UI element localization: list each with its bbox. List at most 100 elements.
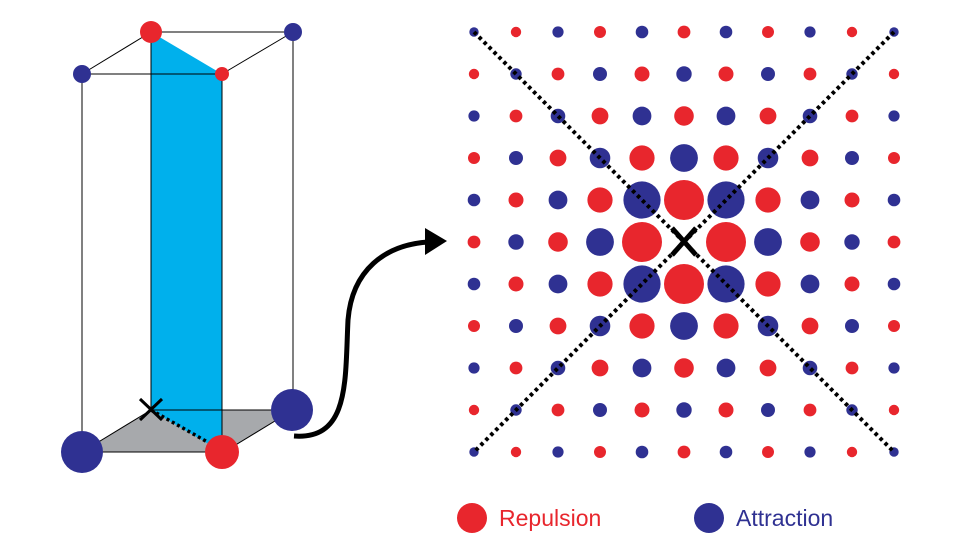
attraction-dot	[550, 360, 566, 376]
attraction-dot	[548, 190, 568, 210]
repulsion-dot	[468, 404, 480, 416]
attraction-dot	[670, 144, 698, 172]
attraction-dot	[845, 319, 859, 333]
attraction-dot	[804, 446, 816, 458]
repulsion-dot	[468, 152, 480, 164]
atom-top-back-right	[284, 23, 302, 41]
repulsion-dot	[755, 187, 781, 213]
repulsion-dot	[664, 180, 704, 220]
diagonal-plane	[151, 32, 222, 452]
repulsion-dot	[664, 264, 704, 304]
attraction-dot	[632, 106, 652, 126]
repulsion-dot	[706, 222, 746, 262]
attraction-dot	[716, 358, 736, 378]
attraction-dot	[508, 234, 524, 250]
repulsion-dot	[801, 149, 819, 167]
repulsion-dot	[629, 313, 655, 339]
repulsion-dot	[888, 404, 900, 416]
attraction-dot	[888, 362, 900, 374]
cell-x-mark	[138, 397, 164, 422]
attraction-dot	[802, 360, 818, 376]
attraction-dot	[552, 26, 564, 38]
repulsion-dot	[622, 222, 662, 262]
attraction-label: Attraction	[736, 505, 834, 531]
attraction-dot	[676, 402, 692, 418]
repulsion-dot	[755, 271, 781, 297]
repulsion-dot	[677, 25, 691, 39]
repulsion-dot	[594, 26, 606, 38]
base-diagonal-dotted	[150, 408, 219, 450]
attraction-dot	[593, 403, 607, 417]
attraction-dot	[754, 228, 782, 256]
legend-repulsion: Repulsion	[457, 503, 601, 533]
repulsion-dot	[591, 359, 609, 377]
repulsion-dot	[509, 361, 523, 375]
attraction-dot	[548, 274, 568, 294]
attraction-dot	[719, 445, 733, 459]
atom-bottom-front-right	[205, 435, 239, 469]
attraction-dot	[468, 362, 480, 374]
repulsion-dot	[888, 68, 900, 80]
attraction-dot	[467, 193, 481, 207]
attraction-dot	[761, 403, 775, 417]
legend-attraction: Attraction	[694, 503, 833, 533]
attraction-dot	[676, 66, 692, 82]
repulsion-dot	[634, 66, 650, 82]
repulsion-dot	[801, 317, 819, 335]
arrow-head	[425, 228, 447, 255]
atom-top-back-left	[140, 21, 162, 43]
repulsion-dot	[674, 358, 694, 378]
repulsion-dot	[468, 68, 480, 80]
repulsion-dot	[846, 26, 858, 38]
repulsion-dot	[587, 187, 613, 213]
repulsion-dot	[510, 26, 522, 38]
attraction-dot	[509, 319, 523, 333]
attraction-dot	[467, 277, 481, 291]
repulsion-label: Repulsion	[499, 505, 602, 531]
repulsion-dot	[762, 26, 774, 38]
repulsion-dot	[674, 106, 694, 126]
repulsion-dot	[718, 402, 734, 418]
attraction-dot	[761, 67, 775, 81]
attraction-dot	[586, 228, 614, 256]
attraction-dot	[800, 274, 820, 294]
attraction-dot	[800, 190, 820, 210]
repulsion-dot	[845, 361, 859, 375]
repulsion-dot	[800, 232, 820, 252]
repulsion-swatch	[457, 503, 487, 533]
curved-arrow	[293, 228, 447, 439]
attraction-dot	[670, 312, 698, 340]
repulsion-dot	[759, 107, 777, 125]
repulsion-dot	[845, 109, 859, 123]
repulsion-dot	[713, 145, 739, 171]
unit-cell	[61, 21, 313, 473]
lattice-dots	[467, 25, 901, 459]
repulsion-dot	[509, 109, 523, 123]
repulsion-dot	[594, 446, 606, 458]
attraction-dot	[593, 67, 607, 81]
repulsion-dot	[887, 235, 901, 249]
attraction-dot	[468, 110, 480, 122]
repulsion-dot	[844, 192, 860, 208]
repulsion-dot	[888, 320, 900, 332]
repulsion-dot	[803, 403, 817, 417]
attraction-dot	[635, 445, 649, 459]
repulsion-dot	[549, 149, 567, 167]
repulsion-dot	[549, 317, 567, 335]
attraction-dot	[552, 446, 564, 458]
attraction-dot	[632, 358, 652, 378]
repulsion-dot	[629, 145, 655, 171]
attraction-dot	[845, 151, 859, 165]
repulsion-dot	[548, 232, 568, 252]
repulsion-dot	[759, 359, 777, 377]
attraction-dot	[889, 27, 899, 37]
repulsion-dot	[551, 403, 565, 417]
attraction-dot	[888, 110, 900, 122]
repulsion-dot	[718, 66, 734, 82]
atom-bottom-front-left	[61, 431, 103, 473]
atom-top-front-left	[73, 65, 91, 83]
attraction-dot	[844, 234, 860, 250]
repulsion-dot	[587, 271, 613, 297]
lattice-map	[467, 25, 901, 459]
lattice-x-mark	[670, 226, 698, 257]
